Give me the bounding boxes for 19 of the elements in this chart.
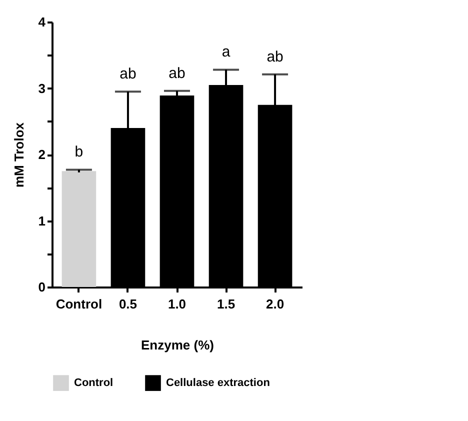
y-tick-label: 0 — [38, 280, 46, 294]
annotation: ab — [168, 64, 186, 82]
y-tick-label: 4 — [38, 14, 46, 30]
y-tick-label: 3 — [38, 80, 46, 96]
x-tick-label: 1.0 — [168, 296, 186, 312]
x-tick-label: Control — [56, 296, 102, 312]
x-tick-label: 0.5 — [118, 296, 138, 312]
annotation: ab — [266, 48, 284, 66]
annotation: b — [74, 144, 84, 161]
x-tick-label: 1.5 — [216, 296, 236, 312]
x-tick-label: 2.0 — [266, 296, 284, 312]
y-axis-title: mM Trolox — [11, 122, 26, 188]
annotation: ab — [120, 66, 136, 83]
y-tick-label: 1 — [38, 213, 46, 228]
legend-label: Control — [74, 377, 114, 390]
x-axis-title: Enzyme (%) — [141, 338, 214, 352]
annotation: a — [222, 44, 231, 61]
y-tick-label: 2 — [38, 147, 46, 162]
legend-label: Cellulase extraction — [166, 377, 270, 390]
